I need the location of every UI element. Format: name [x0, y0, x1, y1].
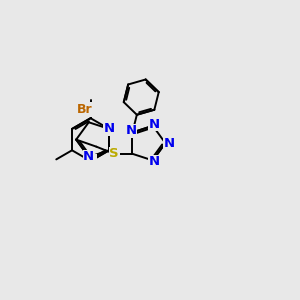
Text: Br: Br	[77, 103, 92, 116]
Text: N: N	[85, 154, 96, 167]
Text: N: N	[149, 155, 160, 168]
Text: N: N	[83, 150, 94, 164]
Text: N: N	[125, 124, 136, 137]
Text: S: S	[110, 147, 119, 160]
Text: N: N	[103, 122, 115, 135]
Text: N: N	[149, 118, 160, 131]
Text: N: N	[164, 136, 175, 150]
